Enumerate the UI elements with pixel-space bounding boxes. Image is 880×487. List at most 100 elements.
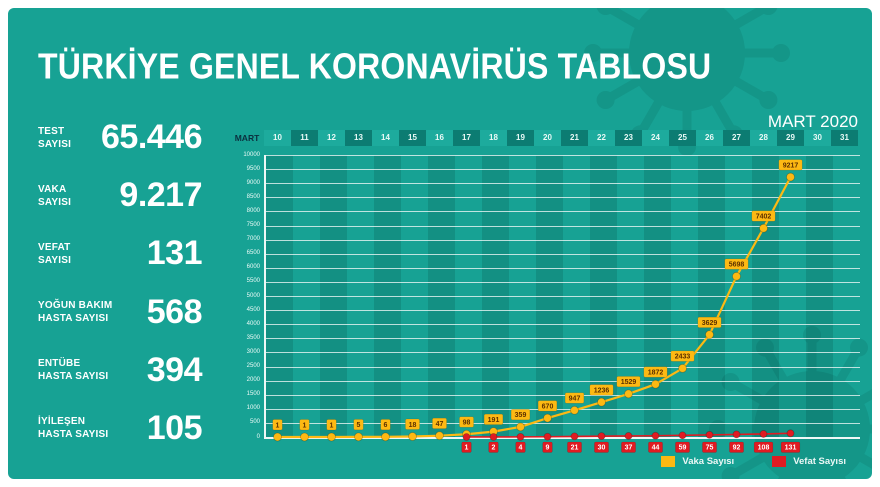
x-axis-month-label: MART bbox=[234, 133, 260, 143]
grid-line bbox=[266, 267, 860, 269]
grid-line bbox=[266, 352, 860, 354]
deaths-point bbox=[570, 432, 579, 441]
deaths-point bbox=[759, 430, 768, 438]
deaths-point bbox=[462, 433, 471, 441]
stat-label: ENTÜBE HASTA SAYISI bbox=[38, 358, 109, 383]
cases-point bbox=[300, 432, 309, 442]
month-year-label: MART 2020 bbox=[767, 112, 858, 131]
stat-label: TEST SAYISI bbox=[38, 125, 72, 150]
cases-legend-swatch bbox=[661, 456, 676, 467]
deaths-point bbox=[624, 432, 633, 440]
date-cell: 15 bbox=[399, 130, 426, 146]
y-tick-label: 2000 bbox=[246, 377, 260, 384]
y-tick-label: 6000 bbox=[246, 264, 260, 271]
grid-line bbox=[266, 408, 860, 410]
cases-value-label-box bbox=[299, 419, 310, 431]
y-tick-label: 9500 bbox=[246, 165, 260, 172]
cases-value-label: 18 bbox=[409, 422, 417, 429]
cases-line bbox=[277, 176, 792, 439]
virus-spike bbox=[732, 8, 768, 29]
cases-value-label: 1 bbox=[303, 422, 307, 429]
grid-line bbox=[266, 155, 860, 156]
date-cell: 31 bbox=[831, 130, 858, 146]
deaths-value-label: 131 bbox=[785, 445, 797, 452]
y-tick-label: 7000 bbox=[246, 236, 260, 243]
grid-line bbox=[266, 380, 860, 382]
cases-value-label: 670 bbox=[542, 403, 554, 410]
cases-value-label: 2433 bbox=[675, 354, 691, 361]
cases-value-label: 6 bbox=[384, 422, 388, 429]
cases-value-label-box bbox=[537, 400, 558, 412]
cases-value-label: 1 bbox=[276, 422, 280, 429]
stats-sidebar: TEST SAYISI 65.446 VAKA SAYISI 9.217 VEF… bbox=[38, 118, 203, 448]
deaths-value-label-box bbox=[542, 441, 553, 453]
y-tick-label: 10000 bbox=[243, 151, 260, 158]
y-tick-label: 3000 bbox=[246, 348, 260, 355]
deaths-value-label: 75 bbox=[706, 445, 714, 452]
y-tick-label: 5000 bbox=[246, 292, 260, 299]
stat-label: VAKA SAYISI bbox=[38, 183, 72, 208]
deaths-point bbox=[597, 432, 606, 441]
stat-row-iyilesen: İYİLEŞEN HASTA SAYISI 105 bbox=[38, 409, 203, 448]
virus-spike-tip bbox=[596, 8, 615, 15]
deaths-point bbox=[543, 432, 552, 441]
deaths-value-label: 2 bbox=[492, 445, 496, 452]
infographic-panel: TÜRKİYE GENEL KORONAVİRÜS TABLOSU TEST S… bbox=[8, 8, 872, 479]
deaths-point bbox=[732, 430, 741, 439]
y-tick-label: 6500 bbox=[246, 250, 260, 257]
virus-spike-tip bbox=[759, 8, 778, 15]
cases-point bbox=[381, 432, 390, 442]
virus-spike-tip bbox=[596, 91, 615, 109]
deaths-value-label: 37 bbox=[625, 445, 633, 452]
deaths-value-label-box bbox=[515, 441, 526, 453]
grid-line bbox=[266, 338, 860, 340]
cases-point bbox=[597, 397, 606, 407]
date-cell: 20 bbox=[534, 130, 561, 146]
cases-value-label-box bbox=[643, 366, 668, 378]
grid-line bbox=[266, 296, 860, 297]
date-cell: 18 bbox=[480, 130, 507, 146]
y-tick-label: 8500 bbox=[246, 193, 260, 200]
deaths-value-label-box bbox=[780, 441, 801, 453]
grid-line bbox=[266, 366, 860, 368]
grid-line bbox=[266, 211, 860, 213]
deaths-point bbox=[705, 430, 714, 439]
date-cell: 27 bbox=[723, 130, 750, 146]
stat-value: 9.217 bbox=[119, 176, 202, 215]
deaths-point bbox=[489, 433, 498, 441]
stat-label: İYİLEŞEN HASTA SAYISI bbox=[38, 416, 109, 441]
virus-spike bbox=[732, 77, 768, 102]
y-tick-label: 5500 bbox=[246, 278, 260, 285]
deaths-value-label-box bbox=[753, 441, 774, 453]
cases-value-label: 5698 bbox=[729, 262, 745, 269]
deaths-point bbox=[786, 429, 795, 438]
cases-value-label: 7402 bbox=[756, 214, 772, 221]
deaths-point bbox=[651, 431, 660, 440]
cases-value-label-box bbox=[510, 409, 531, 421]
date-cell: 11 bbox=[291, 130, 318, 146]
virus-spike-tip bbox=[759, 91, 778, 109]
cases-point bbox=[273, 432, 282, 442]
grid-line bbox=[266, 310, 860, 312]
stat-label: VEFAT SAYISI bbox=[38, 241, 72, 266]
date-header-row: MART 10 11 12 13 14 15 16 17 18 19 20 21 22 23 24 25 26 2… bbox=[230, 130, 858, 146]
date-cell: 21 bbox=[561, 130, 588, 146]
date-cell: 23 bbox=[615, 130, 642, 146]
grid-line bbox=[266, 394, 860, 396]
cases-point bbox=[732, 271, 741, 281]
cases-point bbox=[516, 422, 525, 432]
cases-value-label: 1236 bbox=[594, 387, 610, 394]
date-cell: 25 bbox=[669, 130, 696, 146]
date-cell: 29 bbox=[777, 130, 804, 146]
cases-value-label: 3629 bbox=[702, 320, 718, 327]
cases-value-label: 191 bbox=[488, 417, 500, 424]
deaths-value-label-box bbox=[729, 441, 744, 453]
deaths-value-label-box bbox=[461, 441, 472, 453]
grid-line bbox=[266, 239, 860, 241]
deaths-value-label-box bbox=[648, 441, 663, 453]
cases-point bbox=[327, 432, 336, 442]
cases-value-label-box bbox=[380, 419, 391, 431]
stat-value: 65.446 bbox=[101, 118, 203, 156]
grid-line bbox=[266, 281, 860, 283]
cases-value-label-box bbox=[326, 419, 337, 431]
